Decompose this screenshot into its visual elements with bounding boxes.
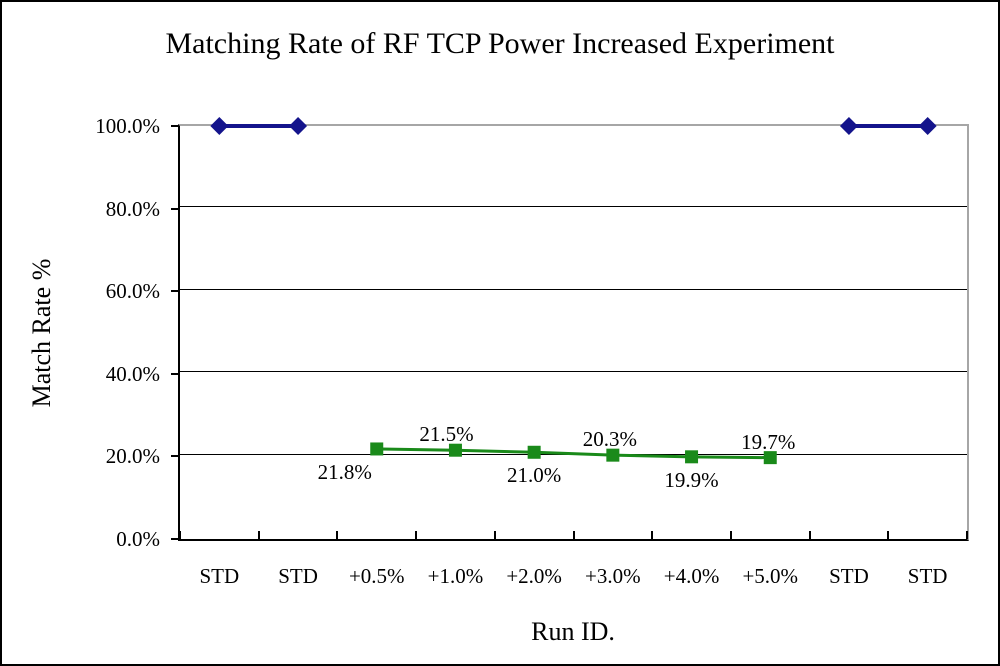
y-axis-tick <box>171 207 178 210</box>
x-axis-category-label: STD <box>278 564 318 588</box>
gridline <box>180 288 967 290</box>
x-axis-tick <box>257 531 260 539</box>
x-axis-category-label: STD <box>907 564 948 588</box>
x-axis-category-label: STD <box>199 564 240 588</box>
x-axis-category-label: +5.0% <box>742 564 799 588</box>
gridline <box>180 453 967 455</box>
gridline <box>180 206 967 208</box>
x-axis-tick <box>336 531 339 539</box>
data-label: 19.9% <box>664 467 719 492</box>
data-label: 20.3% <box>582 427 637 452</box>
x-axis-tick <box>651 531 654 539</box>
data-label: 21.5% <box>419 422 474 447</box>
x-axis-tick <box>808 531 811 539</box>
data-label: 19.7% <box>741 429 796 454</box>
y-axis-tick-label: 60.0% <box>105 279 160 304</box>
x-axis-category-label: +4.0% <box>663 564 720 588</box>
y-axis-tick <box>171 290 178 293</box>
x-axis-category-label: STD <box>829 564 869 588</box>
x-axis-tick <box>729 531 732 539</box>
x-axis-tick <box>415 531 418 539</box>
x-axis-tick <box>493 531 496 539</box>
data-label: 21.0% <box>507 463 562 488</box>
x-axis-tick <box>887 531 890 539</box>
data-label: 21.8% <box>317 459 372 484</box>
y-axis-tick <box>171 538 178 540</box>
y-axis-tick-label: 40.0% <box>105 361 160 386</box>
y-axis-tick <box>171 125 178 127</box>
chart-title: Matching Rate of RF TCP Power Increased … <box>165 27 835 60</box>
plot-area <box>178 124 969 541</box>
x-axis-tick <box>179 531 181 539</box>
x-axis-tick <box>966 531 968 539</box>
y-axis-tick-label: 100.0% <box>95 114 160 138</box>
gridline <box>180 371 967 373</box>
x-axis-category-label: +2.0% <box>506 564 562 588</box>
x-axis-tick <box>572 531 575 539</box>
x-axis-category-label: +3.0% <box>585 564 641 588</box>
y-axis-tick-label: 80.0% <box>105 196 160 221</box>
y-axis-tick <box>171 372 178 375</box>
y-axis-tick <box>171 455 178 458</box>
x-axis-category-label: +1.0% <box>427 564 484 588</box>
y-axis-tick-label: 20.0% <box>105 444 160 469</box>
x-axis-title: Run ID. <box>531 617 615 646</box>
y-axis-tick-label: 0.0% <box>116 527 160 551</box>
x-axis-category-label: +0.5% <box>348 564 405 588</box>
